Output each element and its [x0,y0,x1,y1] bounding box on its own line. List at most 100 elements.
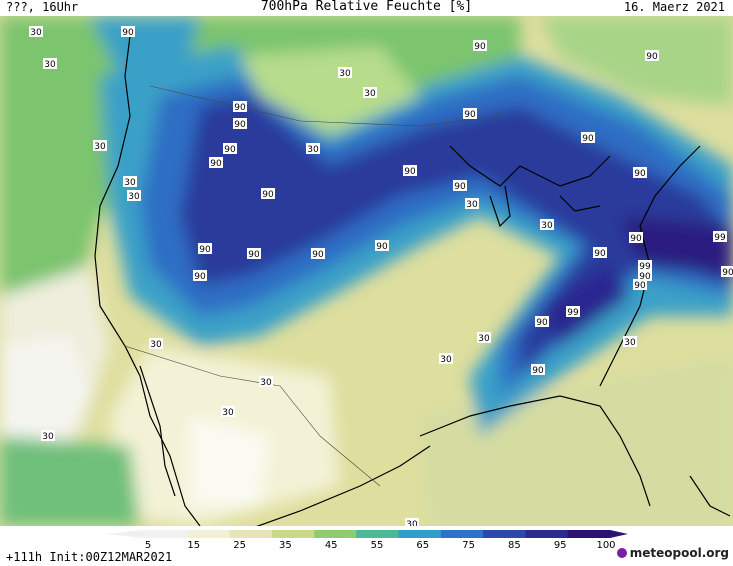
value-label-bg [629,232,643,243]
value-label: 30 [466,200,478,210]
colorbar-tick-label: 15 [187,540,201,551]
colorbar-tick-label: 85 [508,540,521,551]
value-label: 90 [194,272,206,282]
value-label: 30 [307,145,319,155]
value-label: 30 [624,338,636,348]
header: ???, 16Uhr 700hPa Relative Feuchte [%] 1… [0,0,733,16]
value-label: 30 [128,192,140,202]
colorbar-high-arrow [610,530,628,538]
value-label-bg [566,306,580,317]
value-label-bg [439,353,453,364]
value-label-bg [713,231,727,242]
value-label-bg [581,132,595,143]
forecast-date: 16. Maerz 2021 [623,0,725,14]
colorbar-cell [356,530,400,538]
colorbar-cell [229,530,273,538]
value-labels: 3030309090909030909090903090903030909090… [29,26,733,526]
value-label-bg [198,243,212,254]
humidity-map: 3030309090909030909090903090903030909090… [0,16,733,526]
value-label-bg [149,338,163,349]
value-label: 90 [210,159,222,169]
value-label: 30 [339,69,351,79]
value-label: 90 [262,190,274,200]
value-label: 90 [532,366,544,376]
value-label-bg [363,87,377,98]
value-label-bg [121,26,135,37]
value-label: 90 [312,250,324,260]
value-label: 90 [224,145,236,155]
value-label-bg [306,143,320,154]
value-label: 90 [630,234,642,244]
value-label: 90 [199,245,211,255]
value-label: 90 [582,134,594,144]
value-label: 30 [150,340,162,350]
value-label-bg [123,176,137,187]
colorbar-low-arrow [105,530,145,538]
meteopool-logo: meteopool.org [616,546,729,560]
value-label: 90 [722,268,733,278]
value-label: 30 [222,408,234,418]
value-label: 99 [567,308,579,318]
value-label-bg [29,26,43,37]
value-label-bg [531,364,545,375]
colorbar-cell [398,530,442,538]
value-label-bg [233,118,247,129]
value-label: 30 [42,432,54,442]
value-label: 90 [639,272,651,282]
value-label: 90 [234,120,246,130]
value-label-bg [93,140,107,151]
value-label: 90 [634,281,646,291]
value-label-bg [453,180,467,191]
value-label-bg [223,143,237,154]
value-label-bg [193,270,207,281]
value-label: 90 [454,182,466,192]
value-label-bg [338,67,352,78]
value-label-bg [623,336,637,347]
value-label: 30 [94,142,106,152]
value-label: 90 [404,167,416,177]
value-label-bg [638,260,652,271]
value-label-bg [41,430,55,441]
value-label-bg [540,219,554,230]
coastlines [94,35,731,526]
colorbar-tick-label: 55 [370,540,384,551]
value-label-bg [473,40,487,51]
colorbar-tick-label: 5 [144,540,152,551]
value-label-bg [645,50,659,61]
value-label-bg [403,165,417,176]
value-label: 90 [594,249,606,259]
value-label-bg [311,248,325,259]
value-label: 90 [464,110,476,120]
value-label-bg [593,247,607,258]
value-label: 90 [536,318,548,328]
value-label: 30 [44,60,56,70]
value-label-bg [127,190,141,201]
forecast-time: ???, 16Uhr [6,0,79,14]
colorbar-cell [440,530,484,538]
value-label-bg [261,188,275,199]
value-label-bg [633,167,647,178]
colorbar [105,530,628,538]
value-label: 90 [234,103,246,113]
value-label-bg [233,101,247,112]
colorbar-tick-label: 35 [279,540,292,551]
colorbar-tick-label: 25 [233,540,246,551]
logo-dot-icon [616,548,627,558]
colorbar-tick-label: 100 [596,540,616,551]
value-label: 30 [364,89,376,99]
value-label: 99 [714,233,726,243]
colorbar-cell [187,530,231,538]
value-label: 90 [122,28,134,38]
logo-text: meteopool.org [629,546,729,560]
colorbar-cell [567,530,611,538]
value-label: 30 [30,28,42,38]
value-label: 30 [406,520,418,526]
value-label-bg [259,376,273,387]
value-label-bg [465,198,479,209]
value-label-bg [43,58,57,69]
value-label: 90 [376,242,388,252]
value-label-bg [247,248,261,259]
value-label-bg [633,279,647,290]
value-label: 30 [541,221,553,231]
value-label-bg [405,518,419,526]
